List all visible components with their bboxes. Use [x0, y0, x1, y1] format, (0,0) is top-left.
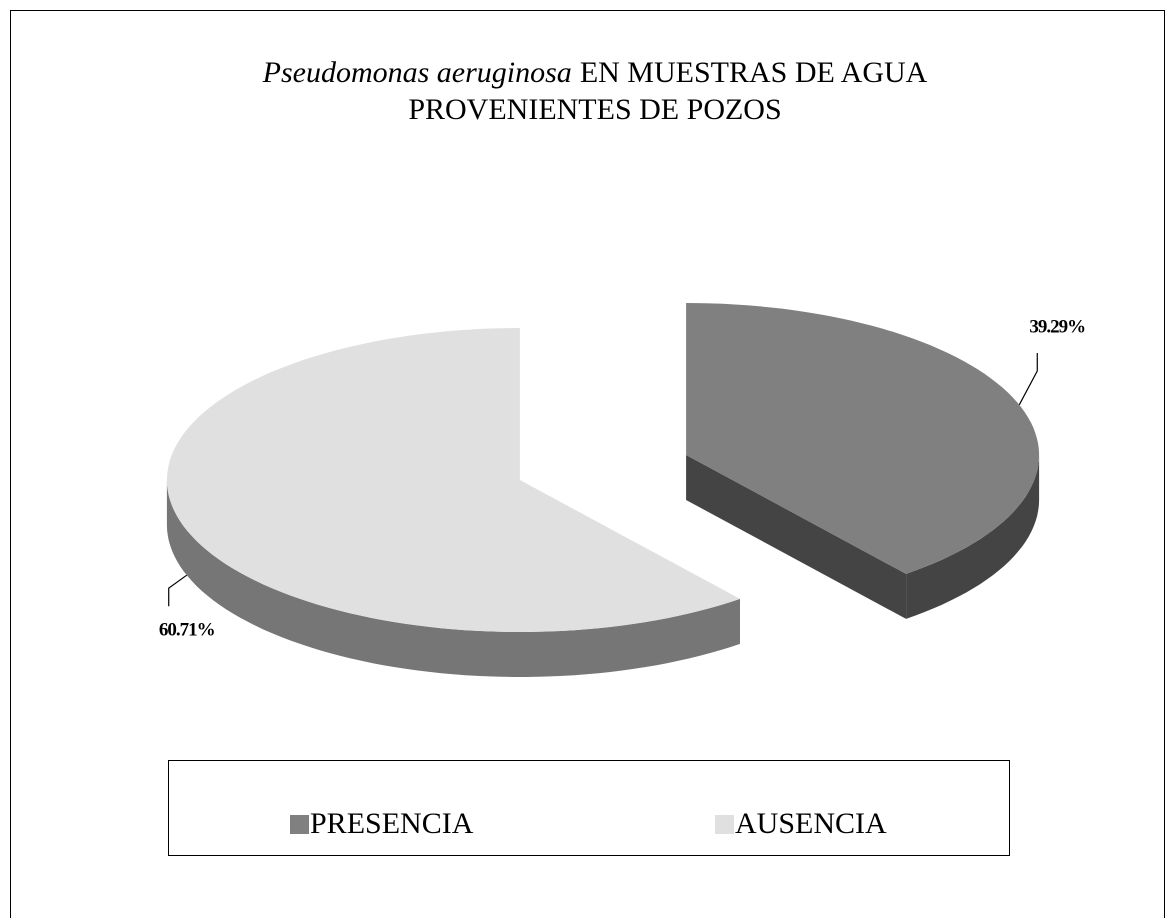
title-italic: Pseudomonas aeruginosa — [262, 56, 572, 89]
pie-slice — [686, 303, 1040, 574]
legend-box — [168, 760, 1010, 856]
slice-side — [686, 455, 907, 619]
value-label: 60.71% — [159, 620, 215, 641]
legend-swatch — [290, 815, 309, 834]
legend-swatch — [715, 815, 734, 834]
legend-label: AUSENCIA — [735, 807, 887, 840]
leader-line — [168, 574, 188, 607]
chart-title: Pseudomonas aeruginosa EN MUESTRAS DE AGU… — [262, 56, 928, 89]
slice-wall — [166, 480, 740, 677]
chart-title: PROVENIENTES DE POZOS — [408, 93, 781, 126]
value-label: 39.29% — [1029, 316, 1085, 337]
legend-label: PRESENCIA — [310, 807, 474, 840]
title-part: EN MUESTRAS DE AGUA — [580, 56, 928, 89]
leader-line — [1018, 353, 1038, 406]
slice-wall — [906, 455, 1040, 619]
pie-slice — [167, 328, 740, 632]
